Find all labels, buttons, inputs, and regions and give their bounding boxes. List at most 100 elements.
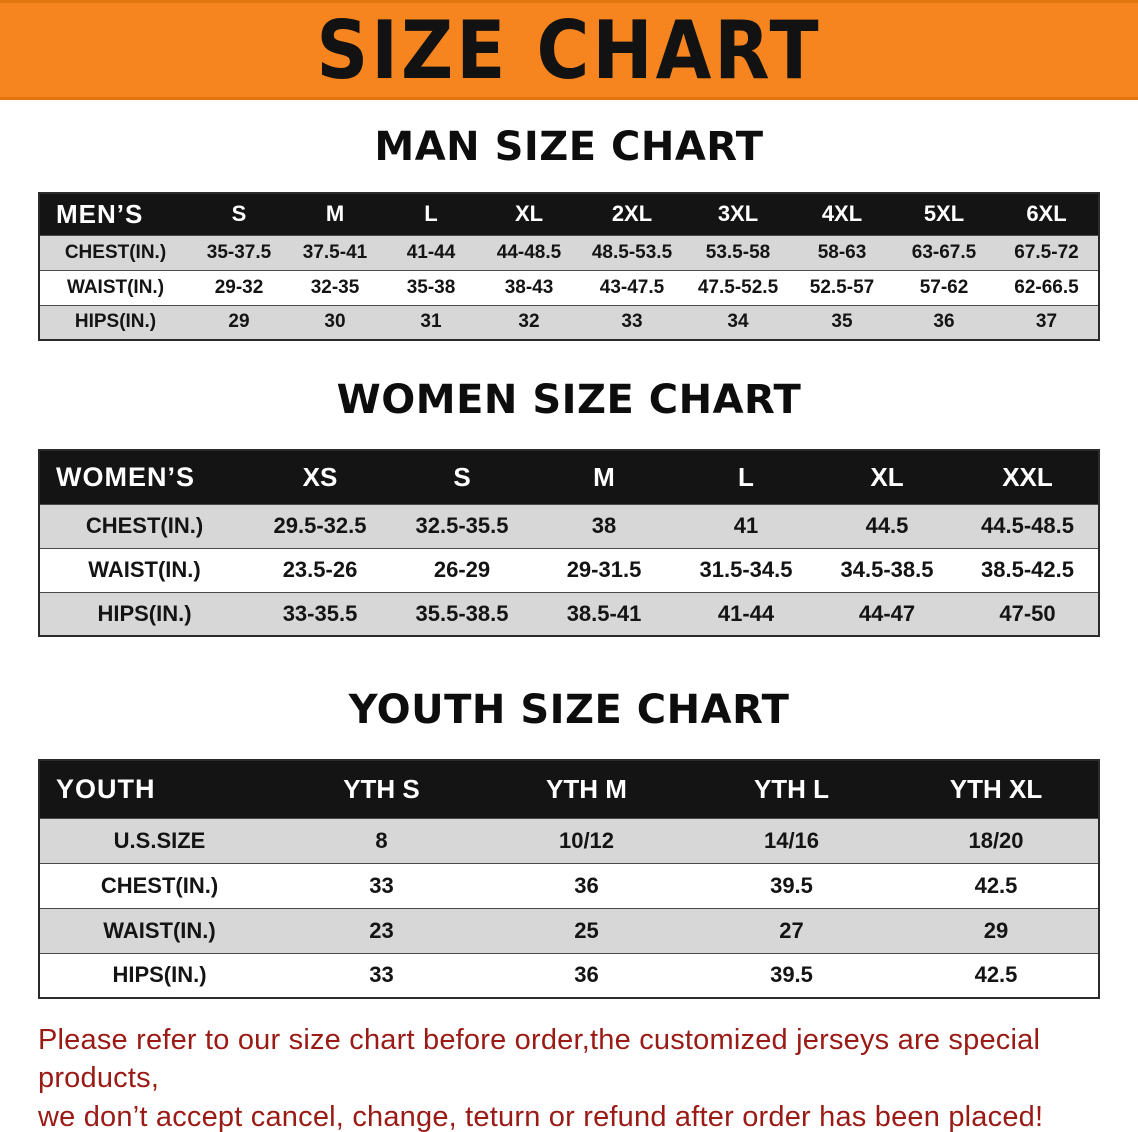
row-label: CHEST(IN.)	[39, 862, 279, 908]
size-cell: 32.5-35.5	[391, 503, 533, 548]
column-header: 5XL	[893, 193, 995, 235]
size-cell: 29-31.5	[533, 547, 675, 592]
column-header: 3XL	[685, 193, 791, 235]
column-header: 6XL	[995, 193, 1099, 235]
size-cell: 41-44	[383, 234, 479, 270]
size-cell: 31	[383, 304, 479, 340]
size-cell: 39.5	[689, 862, 894, 908]
man-section-heading: MAN SIZE CHART	[374, 124, 764, 170]
order-policy-line-1: Please refer to our size chart before or…	[38, 1024, 1041, 1095]
table-row: WAIST(IN.) 23.5-26 26-29 29-31.5 31.5-34…	[39, 547, 1099, 592]
row-label: CHEST(IN.)	[39, 234, 191, 270]
mens-size-table: MEN’S S M L XL 2XL 3XL 4XL 5XL 6XL CHEST…	[38, 192, 1100, 341]
size-cell: 25	[484, 907, 689, 953]
size-cell: 42.5	[894, 952, 1099, 998]
size-cell: 58-63	[791, 234, 893, 270]
column-header: XXL	[957, 450, 1099, 504]
youth-size-chart-section: YOUTH SIZE CHART YOUTH YTH S YTH M YTH L…	[0, 687, 1138, 999]
order-policy-line-2: we don’t accept cancel, change, teturn o…	[38, 1100, 1044, 1132]
size-cell: 44.5	[817, 503, 957, 548]
size-cell: 47-50	[957, 591, 1099, 636]
size-cell: 53.5-58	[685, 234, 791, 270]
size-cell: 63-67.5	[893, 234, 995, 270]
column-header: L	[383, 193, 479, 235]
table-row: HIPS(IN.) 29 30 31 32 33 34 35 36 37	[39, 304, 1099, 340]
size-cell: 38.5-42.5	[957, 547, 1099, 592]
size-cell: 38-43	[479, 269, 579, 305]
row-label: WAIST(IN.)	[39, 907, 279, 953]
size-cell: 29-32	[191, 269, 287, 305]
size-cell: 38.5-41	[533, 591, 675, 636]
size-cell: 32	[479, 304, 579, 340]
size-cell: 33	[579, 304, 685, 340]
size-cell: 36	[893, 304, 995, 340]
column-header: YTH L	[689, 760, 894, 818]
row-label: U.S.SIZE	[39, 817, 279, 863]
size-cell: 29	[191, 304, 287, 340]
size-cell: 42.5	[894, 862, 1099, 908]
size-cell: 37	[995, 304, 1099, 340]
size-cell: 29.5-32.5	[249, 503, 391, 548]
column-header: S	[191, 193, 287, 235]
column-header: XL	[479, 193, 579, 235]
size-cell: 67.5-72	[995, 234, 1099, 270]
row-label: HIPS(IN.)	[39, 304, 191, 340]
mens-header-row: MEN’S S M L XL 2XL 3XL 4XL 5XL 6XL	[39, 193, 1099, 235]
table-row: WAIST(IN.) 29-32 32-35 35-38 38-43 43-47…	[39, 269, 1099, 305]
size-cell: 52.5-57	[791, 269, 893, 305]
table-row: CHEST(IN.) 29.5-32.5 32.5-35.5 38 41 44.…	[39, 503, 1099, 548]
man-size-chart-section: MAN SIZE CHART MEN’S S M L XL 2XL 3XL 4X…	[0, 124, 1138, 341]
size-cell: 29	[894, 907, 1099, 953]
size-cell: 33	[279, 952, 484, 998]
row-label: HIPS(IN.)	[39, 591, 249, 636]
size-cell: 23.5-26	[249, 547, 391, 592]
size-cell: 30	[287, 304, 383, 340]
size-cell: 33-35.5	[249, 591, 391, 636]
row-label: WAIST(IN.)	[39, 547, 249, 592]
row-label: WAIST(IN.)	[39, 269, 191, 305]
youth-section-heading: YOUTH SIZE CHART	[348, 687, 790, 733]
column-header: YTH XL	[894, 760, 1099, 818]
size-cell: 44.5-48.5	[957, 503, 1099, 548]
youth-size-table: YOUTH YTH S YTH M YTH L YTH XL U.S.SIZE …	[38, 759, 1100, 999]
page-title: SIZE CHART	[316, 2, 822, 98]
women-size-chart-section: WOMEN SIZE CHART WOMEN’S XS S M L XL XXL…	[0, 377, 1138, 637]
column-header: M	[533, 450, 675, 504]
table-row: CHEST(IN.) 35-37.5 37.5-41 41-44 44-48.5…	[39, 234, 1099, 270]
size-cell: 18/20	[894, 817, 1099, 863]
youth-header-row: YOUTH YTH S YTH M YTH L YTH XL	[39, 760, 1099, 818]
size-cell: 44-48.5	[479, 234, 579, 270]
column-header: XS	[249, 450, 391, 504]
column-header: L	[675, 450, 817, 504]
size-cell: 35	[791, 304, 893, 340]
size-cell: 44-47	[817, 591, 957, 636]
row-label: CHEST(IN.)	[39, 503, 249, 548]
size-cell: 26-29	[391, 547, 533, 592]
size-cell: 37.5-41	[287, 234, 383, 270]
size-cell: 34	[685, 304, 791, 340]
column-header: 2XL	[579, 193, 685, 235]
table-row: WAIST(IN.) 23 25 27 29	[39, 907, 1099, 953]
column-header: XL	[817, 450, 957, 504]
table-row: HIPS(IN.) 33-35.5 35.5-38.5 38.5-41 41-4…	[39, 591, 1099, 636]
womens-size-table: WOMEN’S XS S M L XL XXL CHEST(IN.) 29.5-…	[38, 449, 1100, 637]
size-chart-banner: SIZE CHART	[0, 0, 1138, 100]
size-cell: 35.5-38.5	[391, 591, 533, 636]
table-row: CHEST(IN.) 33 36 39.5 42.5	[39, 862, 1099, 908]
size-cell: 35-38	[383, 269, 479, 305]
column-header: M	[287, 193, 383, 235]
womens-corner-header: WOMEN’S	[39, 450, 249, 504]
size-cell: 47.5-52.5	[685, 269, 791, 305]
size-cell: 36	[484, 952, 689, 998]
youth-corner-header: YOUTH	[39, 760, 279, 818]
size-cell: 23	[279, 907, 484, 953]
size-cell: 31.5-34.5	[675, 547, 817, 592]
column-header: S	[391, 450, 533, 504]
size-cell: 38	[533, 503, 675, 548]
row-label: HIPS(IN.)	[39, 952, 279, 998]
size-cell: 57-62	[893, 269, 995, 305]
womens-header-row: WOMEN’S XS S M L XL XXL	[39, 450, 1099, 504]
size-cell: 48.5-53.5	[579, 234, 685, 270]
mens-corner-header: MEN’S	[39, 193, 191, 235]
size-cell: 39.5	[689, 952, 894, 998]
